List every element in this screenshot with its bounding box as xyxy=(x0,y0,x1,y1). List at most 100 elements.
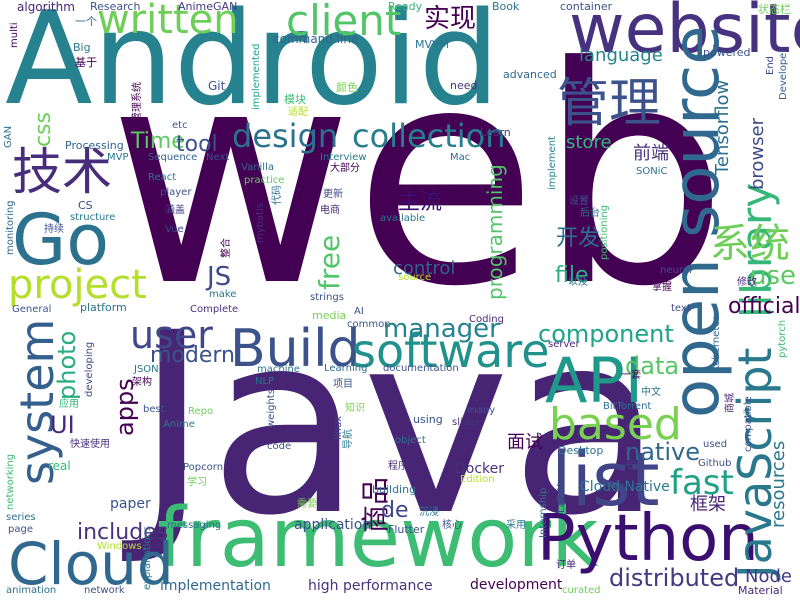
word-sequence: Sequence xyxy=(148,152,198,163)
word-store: store xyxy=(566,132,612,153)
word-time: Time xyxy=(131,129,185,154)
word-cloud: Cloud xyxy=(8,530,174,598)
word-based: based xyxy=(549,399,682,450)
word-dingdan: 订单 xyxy=(556,560,576,571)
word-command-line: command line xyxy=(273,32,359,46)
word-use: use xyxy=(750,261,797,291)
word-kubernetes: Kubernetes xyxy=(711,315,722,372)
word-anime: Anime xyxy=(163,419,195,430)
word-common: common xyxy=(347,319,391,330)
word-positioning: positioning xyxy=(599,204,610,260)
word-written: written xyxy=(97,0,239,43)
word-player: player xyxy=(160,187,192,198)
word-qianduan: 前端 xyxy=(633,143,669,164)
word-explanations: explanations xyxy=(142,526,153,590)
word-series: series xyxy=(6,512,36,523)
word-shezhi: 设置 xyxy=(569,196,589,207)
word-research: Research xyxy=(90,0,141,13)
word-kuangjia: 框架 xyxy=(690,494,726,515)
word-high-performance: high performance xyxy=(308,578,433,594)
word-mybatis: mybatis xyxy=(255,202,266,243)
word-xiugai: 修改 xyxy=(737,277,757,288)
word-dabufen: 大部分 xyxy=(330,163,360,174)
word-developer: Developer xyxy=(778,48,789,100)
word-vanilla: Vanilla xyxy=(241,162,274,173)
word-cs: CS xyxy=(78,199,93,212)
word-xitong: 系统 xyxy=(710,221,790,267)
word-hexin: 核心 xyxy=(442,520,462,531)
word-book: Book xyxy=(492,0,520,13)
word-gengxin: 更新 xyxy=(323,189,343,200)
word-tensorflow: Tensorflow xyxy=(712,79,733,175)
word-server: server xyxy=(548,339,580,350)
word-daima: 代码 xyxy=(272,185,283,205)
word-api: API xyxy=(545,344,644,417)
word-java: Java xyxy=(135,279,664,570)
word-mianshi: 面试 xyxy=(507,432,543,453)
word-latex: LaTeX xyxy=(556,483,567,513)
word-node: Node xyxy=(745,566,792,587)
word-distributed: distributed xyxy=(609,564,740,592)
word-jiyu: 基于 xyxy=(75,56,97,69)
word-development: development xyxy=(470,577,563,593)
word-ai: AI xyxy=(354,306,364,317)
word-go: Go xyxy=(12,199,110,281)
word-de: de xyxy=(381,498,409,523)
word-language: language xyxy=(579,45,663,66)
word-zhangwo: 掌握 xyxy=(652,282,672,293)
word-media: media xyxy=(312,309,347,322)
word-component: component xyxy=(538,320,674,348)
word-practice: practice xyxy=(244,175,285,186)
word-vue: Vue xyxy=(165,224,184,235)
word-collection: collection xyxy=(352,117,506,155)
word-messaging: messaging xyxy=(167,520,222,531)
word-powered: powered xyxy=(703,46,751,59)
word-includes: includes xyxy=(77,520,169,545)
word-jiagou: 架构 xyxy=(132,377,152,388)
word-platform: platform xyxy=(80,301,127,314)
word-source: source xyxy=(398,272,432,283)
word-networking: networking xyxy=(5,453,16,510)
word-many: many xyxy=(467,405,496,416)
word-list: list xyxy=(551,437,660,523)
word-pytorch: pytorch xyxy=(777,319,788,358)
word-implemented: implemented xyxy=(251,43,262,110)
word-learn: Learn xyxy=(480,126,511,139)
word-text: text xyxy=(671,303,691,314)
word-windows: Windows xyxy=(97,541,142,552)
word-developing: developing xyxy=(84,341,95,397)
word-container: container xyxy=(560,0,613,13)
word-big: Big xyxy=(73,41,91,54)
word-zhongwen: 中文 xyxy=(641,387,661,398)
word-browser: browser xyxy=(747,117,768,190)
word-chixu: 持续 xyxy=(44,224,64,235)
word-mac: Mac xyxy=(450,152,471,163)
word-client: client xyxy=(286,0,402,45)
word-python: Python xyxy=(537,502,759,576)
word-advanced: advanced xyxy=(503,68,557,81)
word-xuyao: 需要 xyxy=(297,499,317,510)
word-design: design xyxy=(232,117,339,155)
word-zhuangtailan: 状态栏 xyxy=(758,3,791,16)
word-programming: programming xyxy=(483,164,507,300)
word-photo: photo xyxy=(53,330,81,400)
word-sonic: SONiC xyxy=(636,166,668,177)
word-etc: etc xyxy=(172,120,188,131)
word-js: JS xyxy=(207,262,232,292)
word-data: data xyxy=(625,352,680,380)
word-popcorn: Popcorn xyxy=(183,462,224,473)
word-native: native xyxy=(625,438,700,466)
word-houtai: 后台 xyxy=(580,208,600,219)
word-jishu: 技术 xyxy=(12,143,112,201)
word-documentation: documentation xyxy=(383,363,459,374)
word-yitao: 一套 xyxy=(621,370,641,381)
word-using: using xyxy=(413,413,443,426)
word-zhishi: 知识 xyxy=(345,403,365,414)
word-make: make xyxy=(209,289,237,300)
word-gan: GAN xyxy=(3,125,14,148)
word-learning: Learning xyxy=(324,363,368,374)
word-modern: modern xyxy=(150,343,235,368)
word-slider: slider xyxy=(452,417,480,428)
word-css: css xyxy=(31,111,56,147)
